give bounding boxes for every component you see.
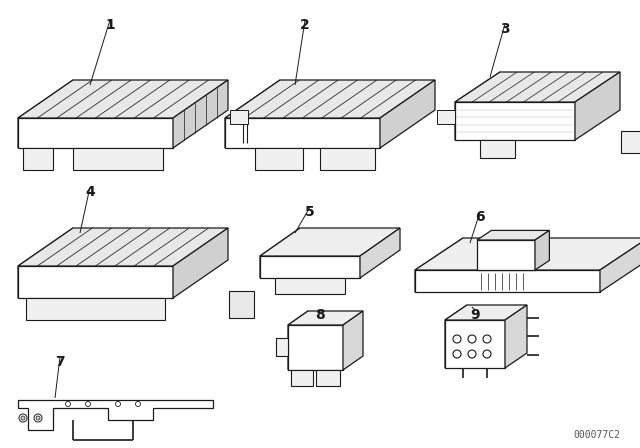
Text: 000077C2: 000077C2 [573, 430, 620, 440]
Polygon shape [288, 325, 343, 370]
Polygon shape [260, 228, 400, 256]
Circle shape [65, 401, 70, 406]
Circle shape [86, 401, 90, 406]
Polygon shape [288, 311, 308, 370]
Polygon shape [455, 102, 575, 140]
Polygon shape [255, 148, 303, 170]
Polygon shape [23, 148, 53, 170]
Text: 7: 7 [55, 355, 65, 369]
Text: 8: 8 [315, 308, 325, 322]
Circle shape [36, 416, 40, 420]
Polygon shape [316, 370, 340, 386]
Circle shape [115, 401, 120, 406]
Polygon shape [225, 118, 380, 148]
Polygon shape [320, 148, 375, 170]
Polygon shape [173, 228, 228, 298]
Polygon shape [260, 256, 360, 278]
Polygon shape [480, 140, 515, 158]
Text: 6: 6 [475, 210, 485, 224]
Polygon shape [18, 228, 73, 298]
Polygon shape [73, 148, 163, 170]
Polygon shape [445, 305, 527, 320]
Polygon shape [437, 110, 455, 124]
Circle shape [483, 335, 491, 343]
Text: 1: 1 [105, 18, 115, 32]
Circle shape [468, 350, 476, 358]
Circle shape [453, 335, 461, 343]
Circle shape [453, 350, 461, 358]
Circle shape [468, 335, 476, 343]
Polygon shape [380, 80, 435, 148]
Polygon shape [415, 270, 600, 292]
Polygon shape [455, 72, 500, 140]
Polygon shape [600, 238, 640, 292]
Circle shape [483, 350, 491, 358]
Polygon shape [445, 320, 505, 368]
Polygon shape [18, 118, 173, 148]
Text: 3: 3 [500, 22, 510, 36]
Polygon shape [535, 230, 549, 270]
Text: 5: 5 [305, 205, 315, 219]
Circle shape [21, 416, 25, 420]
Polygon shape [291, 370, 313, 386]
Polygon shape [173, 80, 228, 148]
Polygon shape [229, 291, 254, 318]
Polygon shape [18, 80, 228, 118]
Polygon shape [18, 80, 73, 148]
Polygon shape [288, 311, 363, 325]
Polygon shape [477, 230, 549, 240]
Circle shape [19, 414, 27, 422]
Polygon shape [225, 80, 435, 118]
Polygon shape [505, 305, 527, 368]
Polygon shape [225, 80, 280, 148]
Polygon shape [621, 131, 640, 153]
Text: 9: 9 [470, 308, 480, 322]
Polygon shape [26, 298, 165, 320]
Polygon shape [18, 228, 228, 266]
Polygon shape [477, 240, 535, 270]
Polygon shape [445, 305, 467, 368]
Polygon shape [276, 339, 288, 357]
Polygon shape [260, 228, 300, 278]
Polygon shape [18, 400, 213, 430]
Polygon shape [575, 72, 620, 140]
Polygon shape [18, 266, 173, 298]
Polygon shape [343, 311, 363, 370]
Circle shape [136, 401, 141, 406]
Text: 2: 2 [300, 18, 310, 32]
Polygon shape [455, 72, 620, 102]
Polygon shape [360, 228, 400, 278]
Polygon shape [230, 110, 248, 124]
Text: 4: 4 [85, 185, 95, 199]
Polygon shape [415, 238, 463, 292]
Circle shape [34, 414, 42, 422]
Polygon shape [415, 238, 640, 270]
Polygon shape [275, 278, 345, 294]
